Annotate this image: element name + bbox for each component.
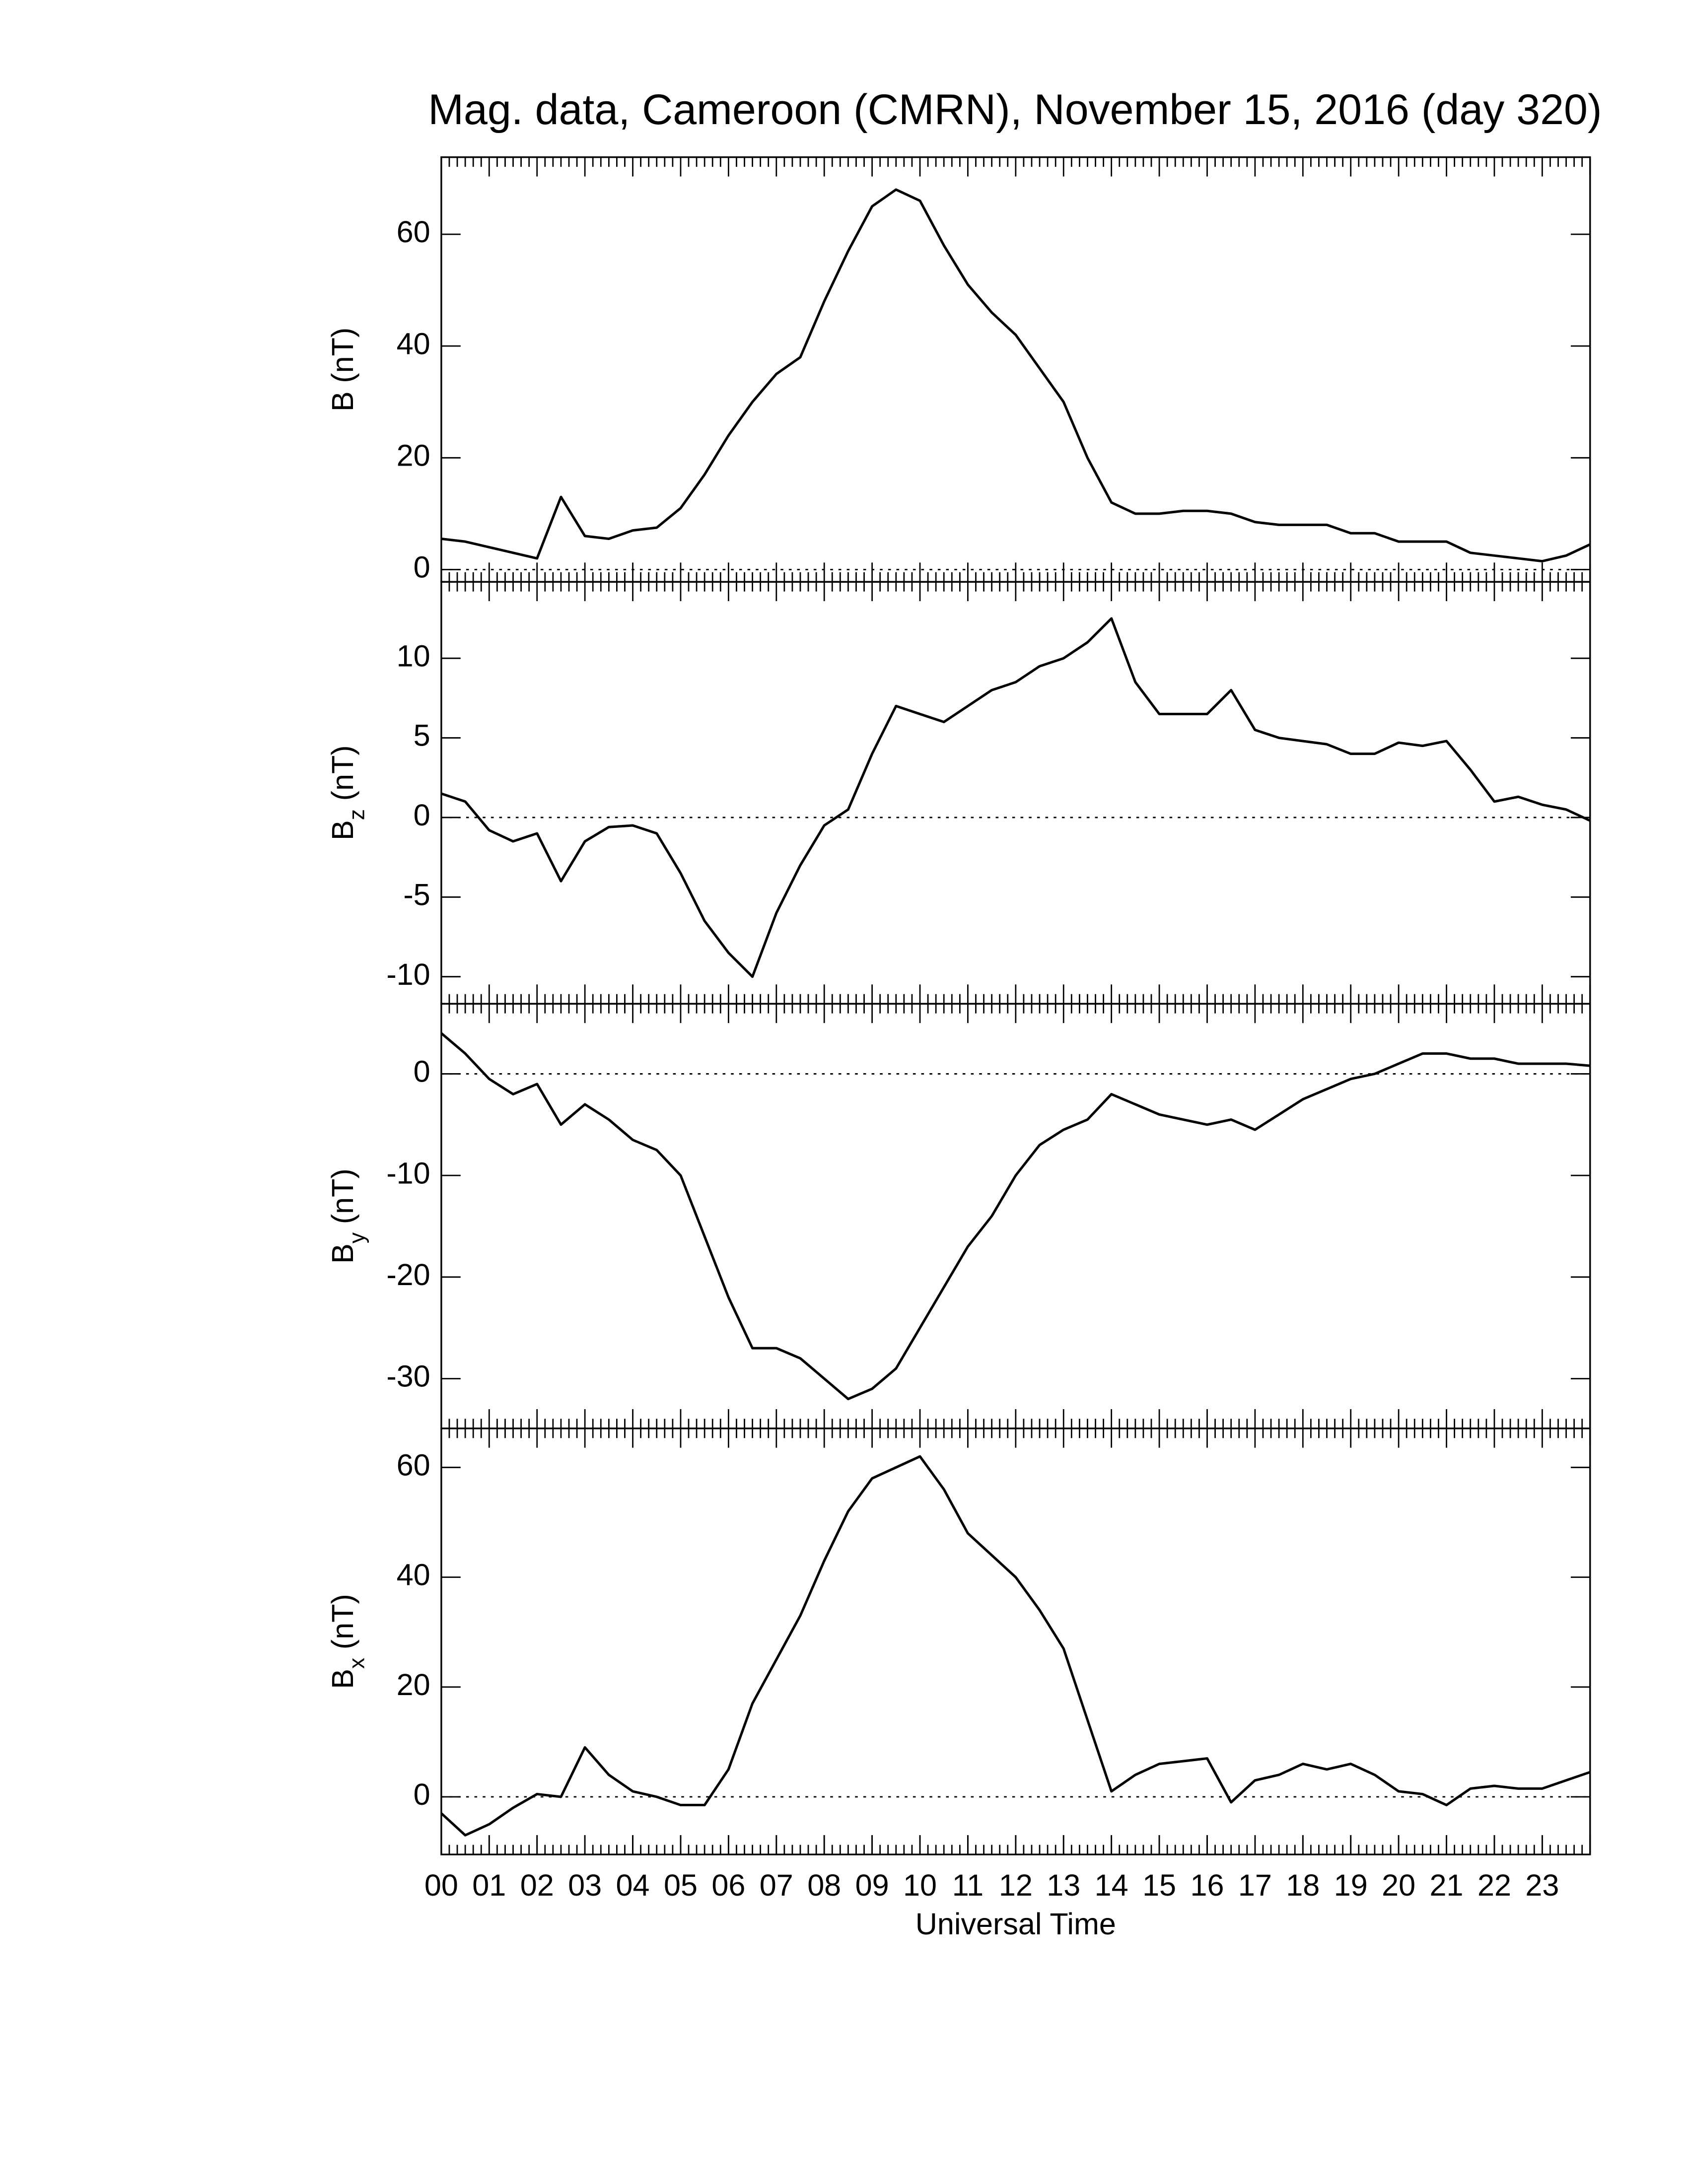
y-tick-label: 40 <box>397 327 430 360</box>
y-tick-label: 20 <box>397 438 430 472</box>
y-tick-label: -5 <box>403 878 430 911</box>
y-tick-label: -10 <box>386 1156 430 1190</box>
x-tick-label: 01 <box>472 1868 506 1902</box>
y-label-symbol: B <box>326 1669 359 1689</box>
y-tick-label: 0 <box>414 1777 430 1811</box>
y-tick-label: 60 <box>397 215 430 249</box>
x-tick-label: 19 <box>1334 1868 1368 1902</box>
y-tick-label: 0 <box>414 550 430 584</box>
y-label-unit: (nT) <box>326 1594 359 1649</box>
plot-frame <box>440 581 1591 1005</box>
data-line <box>440 1455 1591 1837</box>
y-label-symbol: B <box>326 1243 359 1264</box>
data-line <box>441 188 1591 563</box>
y-axis-label: B (nT) <box>326 328 359 411</box>
y-label-symbol: B <box>326 391 359 411</box>
y-tick-label: 20 <box>397 1668 430 1702</box>
x-tick-label: 16 <box>1190 1868 1224 1902</box>
y-tick-label: -10 <box>386 957 430 991</box>
x-tick-label: 18 <box>1286 1868 1320 1902</box>
x-tick-label: 06 <box>711 1868 745 1902</box>
x-tick-label: 12 <box>999 1868 1033 1902</box>
y-label-subscript: y <box>345 1232 369 1243</box>
x-tick-label: 13 <box>1047 1868 1080 1902</box>
y-tick-label: 5 <box>414 719 430 752</box>
y-axis-label: By (nT) <box>326 1168 369 1264</box>
y-label-unit: (nT) <box>326 328 359 383</box>
y-tick-label: -20 <box>386 1258 430 1292</box>
plot-frame <box>440 156 1591 583</box>
y-tick-label: 60 <box>397 1448 430 1482</box>
y-tick-label: 0 <box>414 798 430 832</box>
plot-frame <box>440 1003 1591 1430</box>
x-tick-label: 02 <box>520 1868 554 1902</box>
x-tick-label: 09 <box>855 1868 889 1902</box>
x-tick-label: 15 <box>1142 1868 1176 1902</box>
plot-frame <box>440 1428 1591 1855</box>
chart-title: Mag. data, Cameroon (CMRN), November 15,… <box>428 86 1602 134</box>
x-tick-label: 21 <box>1430 1868 1464 1902</box>
x-tick-label: 20 <box>1382 1868 1415 1902</box>
x-tick-label: 05 <box>664 1868 698 1902</box>
y-tick-label: 10 <box>397 639 430 673</box>
y-axis-label: Bx (nT) <box>326 1594 369 1689</box>
y-label-symbol: B <box>326 820 359 840</box>
y-axis-label: Bz (nT) <box>326 745 369 840</box>
y-label-unit: (nT) <box>326 1168 359 1224</box>
data-line <box>440 1032 1590 1400</box>
y-label-subscript: x <box>345 1658 369 1669</box>
x-tick-label: 17 <box>1238 1868 1272 1902</box>
data-line <box>441 617 1591 978</box>
x-tick-label: 22 <box>1477 1868 1511 1902</box>
x-tick-label: 03 <box>568 1868 602 1902</box>
y-label-unit: (nT) <box>326 745 359 801</box>
x-tick-label: 04 <box>616 1868 650 1902</box>
x-axis-label: Universal Time <box>915 1907 1116 1941</box>
x-tick-label: 23 <box>1525 1868 1559 1902</box>
y-label-subscript: z <box>345 809 369 820</box>
x-tick-label: 10 <box>903 1868 937 1902</box>
x-tick-label: 11 <box>952 1868 984 1902</box>
x-tick-label: 00 <box>424 1868 458 1902</box>
x-tick-label: 07 <box>760 1868 793 1902</box>
y-tick-label: 0 <box>414 1055 430 1089</box>
x-tick-label: 14 <box>1095 1868 1128 1902</box>
x-tick-label: 08 <box>807 1868 841 1902</box>
y-tick-label: 40 <box>397 1558 430 1592</box>
y-tick-label: -30 <box>386 1360 430 1393</box>
